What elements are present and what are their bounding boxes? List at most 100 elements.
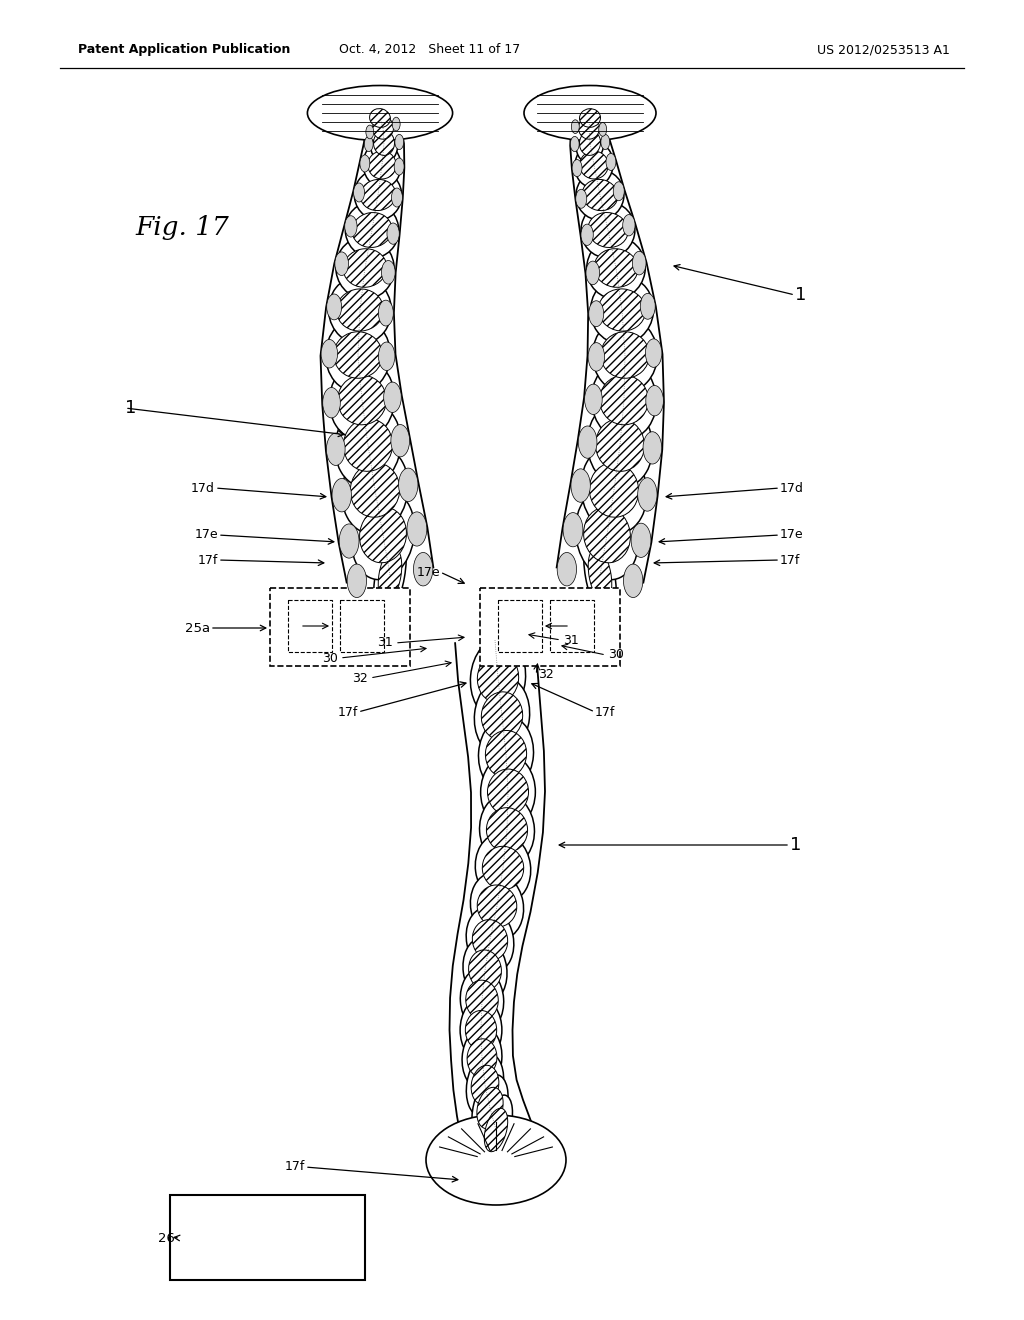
- Ellipse shape: [524, 86, 656, 140]
- Ellipse shape: [579, 426, 597, 458]
- Bar: [170, 1195, 365, 1280]
- Ellipse shape: [327, 433, 345, 466]
- Ellipse shape: [334, 331, 382, 379]
- Ellipse shape: [586, 261, 600, 285]
- Ellipse shape: [563, 512, 583, 546]
- Ellipse shape: [571, 120, 580, 133]
- Ellipse shape: [477, 1088, 503, 1129]
- Ellipse shape: [350, 463, 399, 517]
- Ellipse shape: [584, 507, 631, 562]
- Text: 17d: 17d: [780, 482, 804, 495]
- Ellipse shape: [487, 770, 528, 814]
- Ellipse shape: [592, 360, 656, 440]
- Ellipse shape: [462, 1027, 502, 1089]
- Ellipse shape: [580, 131, 600, 156]
- Ellipse shape: [571, 469, 590, 503]
- Ellipse shape: [577, 170, 624, 220]
- Ellipse shape: [589, 301, 604, 326]
- Ellipse shape: [374, 131, 394, 156]
- Ellipse shape: [581, 446, 647, 533]
- Text: 17f: 17f: [780, 553, 801, 566]
- Ellipse shape: [590, 463, 639, 517]
- Ellipse shape: [387, 223, 399, 244]
- Ellipse shape: [327, 294, 342, 319]
- Ellipse shape: [359, 507, 407, 562]
- Ellipse shape: [352, 213, 392, 247]
- Text: 17f: 17f: [285, 1160, 305, 1173]
- Bar: [550, 601, 594, 652]
- Bar: [498, 601, 542, 652]
- Ellipse shape: [478, 715, 534, 792]
- Ellipse shape: [382, 260, 395, 284]
- Ellipse shape: [480, 601, 509, 680]
- Text: 31: 31: [377, 636, 393, 649]
- Ellipse shape: [596, 418, 644, 471]
- Ellipse shape: [633, 251, 646, 275]
- Ellipse shape: [606, 153, 615, 170]
- Ellipse shape: [365, 136, 373, 152]
- Ellipse shape: [465, 1011, 497, 1049]
- Ellipse shape: [384, 381, 401, 412]
- Ellipse shape: [580, 108, 600, 127]
- Ellipse shape: [469, 950, 502, 990]
- Ellipse shape: [342, 446, 409, 533]
- Text: Fig. 17: Fig. 17: [135, 215, 228, 240]
- Text: US 2012/0253513 A1: US 2012/0253513 A1: [817, 44, 950, 57]
- Ellipse shape: [339, 524, 359, 558]
- Text: 1: 1: [790, 836, 802, 854]
- Ellipse shape: [392, 117, 400, 131]
- Ellipse shape: [570, 136, 580, 152]
- Ellipse shape: [575, 123, 604, 162]
- Ellipse shape: [472, 920, 508, 961]
- Ellipse shape: [485, 730, 526, 777]
- Ellipse shape: [337, 289, 384, 331]
- Ellipse shape: [574, 143, 613, 187]
- Ellipse shape: [479, 1096, 512, 1166]
- Ellipse shape: [378, 300, 393, 326]
- Ellipse shape: [481, 692, 522, 741]
- Ellipse shape: [581, 202, 635, 257]
- Ellipse shape: [594, 248, 638, 288]
- Ellipse shape: [645, 339, 662, 367]
- Ellipse shape: [370, 108, 390, 128]
- Ellipse shape: [631, 523, 651, 557]
- Ellipse shape: [307, 86, 453, 140]
- Ellipse shape: [580, 150, 608, 180]
- Ellipse shape: [378, 548, 401, 602]
- Ellipse shape: [391, 425, 410, 457]
- Ellipse shape: [575, 490, 638, 579]
- Ellipse shape: [643, 432, 662, 465]
- Ellipse shape: [598, 289, 645, 331]
- Ellipse shape: [460, 998, 502, 1061]
- Text: 17f: 17f: [595, 705, 615, 718]
- Ellipse shape: [588, 548, 611, 602]
- Text: 32: 32: [352, 672, 368, 685]
- Ellipse shape: [335, 403, 401, 487]
- Ellipse shape: [587, 238, 645, 298]
- Ellipse shape: [466, 981, 499, 1020]
- Ellipse shape: [345, 215, 357, 238]
- Ellipse shape: [575, 103, 604, 133]
- Ellipse shape: [575, 189, 587, 209]
- Ellipse shape: [472, 1074, 508, 1142]
- Ellipse shape: [475, 833, 530, 903]
- Polygon shape: [321, 114, 433, 582]
- Ellipse shape: [601, 331, 649, 379]
- Bar: [288, 601, 332, 652]
- Ellipse shape: [366, 125, 374, 139]
- Ellipse shape: [343, 248, 387, 288]
- Ellipse shape: [351, 490, 415, 579]
- Ellipse shape: [366, 103, 394, 133]
- Ellipse shape: [482, 846, 523, 890]
- Ellipse shape: [360, 180, 395, 211]
- Ellipse shape: [364, 143, 401, 187]
- Ellipse shape: [479, 795, 535, 866]
- Ellipse shape: [359, 154, 370, 172]
- Ellipse shape: [353, 183, 365, 202]
- Ellipse shape: [470, 873, 523, 940]
- Ellipse shape: [329, 276, 391, 345]
- Ellipse shape: [326, 318, 390, 392]
- Polygon shape: [557, 116, 664, 582]
- Ellipse shape: [345, 202, 398, 257]
- Ellipse shape: [467, 1039, 497, 1077]
